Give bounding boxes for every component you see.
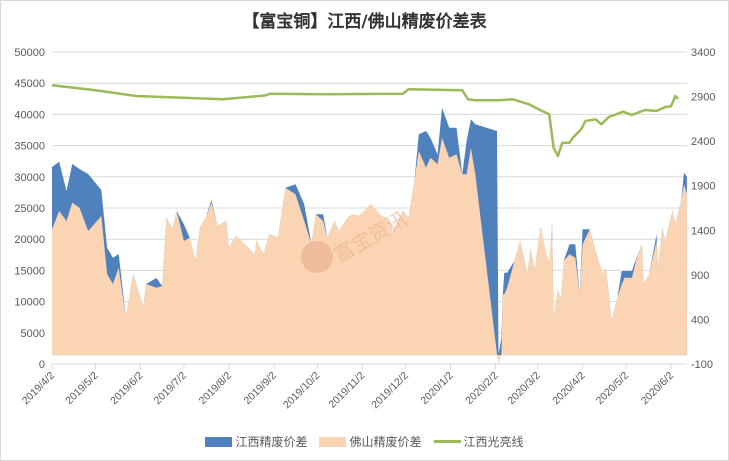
x-axis-tick-label: 2020/2/2 — [463, 370, 500, 407]
right-axis-tick-label: 3400 — [691, 47, 715, 59]
legend: 江西精废价差 佛山精废价差 江西光亮线 — [1, 433, 728, 450]
right-axis-tick-label: -100 — [691, 359, 713, 371]
right-axis-tick-label: 400 — [691, 314, 709, 326]
left-axis-tick-label: 50000 — [14, 47, 45, 59]
legend-item-jiangxi: 江西精废价差 — [205, 433, 307, 450]
left-axis-tick-label: 30000 — [14, 172, 45, 184]
jiangxi-bright-wire-line — [51, 84, 680, 158]
chart-title: 【富宝铜】江西/佛山精废价差表 — [242, 12, 487, 32]
x-axis-tick-label: 2019/10/2 — [281, 370, 323, 412]
x-axis-tick-label: 2019/9/2 — [242, 370, 279, 407]
legend-swatch-jiangxi — [205, 436, 233, 447]
x-axis-tick-label: 2019/4/2 — [20, 370, 57, 407]
left-axis-tick-label: 45000 — [14, 78, 45, 90]
right-axis-tick-label: 2400 — [691, 136, 715, 148]
legend-label-jiangxi: 江西精废价差 — [235, 435, 308, 449]
x-axis-tick-label: 2019/11/2 — [326, 370, 367, 411]
legend-item-line: 江西光亮线 — [433, 433, 524, 450]
left-axis-tick-label: 5000 — [21, 328, 45, 340]
right-axis-tick-label: 900 — [691, 270, 709, 282]
left-axis-tick-label: 35000 — [14, 141, 45, 153]
x-axis-tick-label: 2020/4/2 — [550, 370, 587, 407]
x-axis-tick-label: 2020/5/2 — [594, 370, 631, 407]
left-axis-tick-label: 0 — [39, 359, 45, 371]
right-axis-tick-label: 1400 — [691, 225, 715, 237]
right-axis-tick-label: 2900 — [691, 92, 715, 104]
x-axis-tick-label: 2020/6/2 — [639, 370, 676, 407]
x-axis-tick-label: 2019/12/2 — [369, 370, 411, 412]
x-axis-tick-label: 2019/6/2 — [108, 370, 145, 407]
x-axis-tick-label: 2019/7/2 — [152, 370, 189, 407]
legend-label-line: 江西光亮线 — [463, 435, 524, 449]
x-axis-tick-label: 2020/1/2 — [418, 370, 455, 407]
foshan-area — [52, 137, 687, 365]
legend-swatch-foshan — [319, 436, 347, 447]
x-axis-tick-label: 2019/8/2 — [197, 370, 234, 407]
right-axis-tick-label: 1900 — [691, 181, 715, 193]
x-axis-tick-label: 2020/3/2 — [505, 370, 542, 407]
legend-label-foshan: 佛山精废价差 — [349, 435, 422, 449]
legend-item-foshan: 佛山精废价差 — [319, 433, 422, 450]
x-axis-tick-label: 2019/5/2 — [63, 370, 100, 407]
legend-swatch-line — [433, 440, 461, 443]
left-axis-tick-label: 10000 — [14, 297, 45, 309]
left-axis-tick-label: 15000 — [14, 265, 45, 277]
watermark-logo-icon — [301, 241, 333, 273]
left-axis-tick-label: 20000 — [14, 234, 45, 246]
left-axis-tick-label: 40000 — [14, 109, 45, 121]
left-axis-tick-label: 25000 — [14, 203, 45, 215]
